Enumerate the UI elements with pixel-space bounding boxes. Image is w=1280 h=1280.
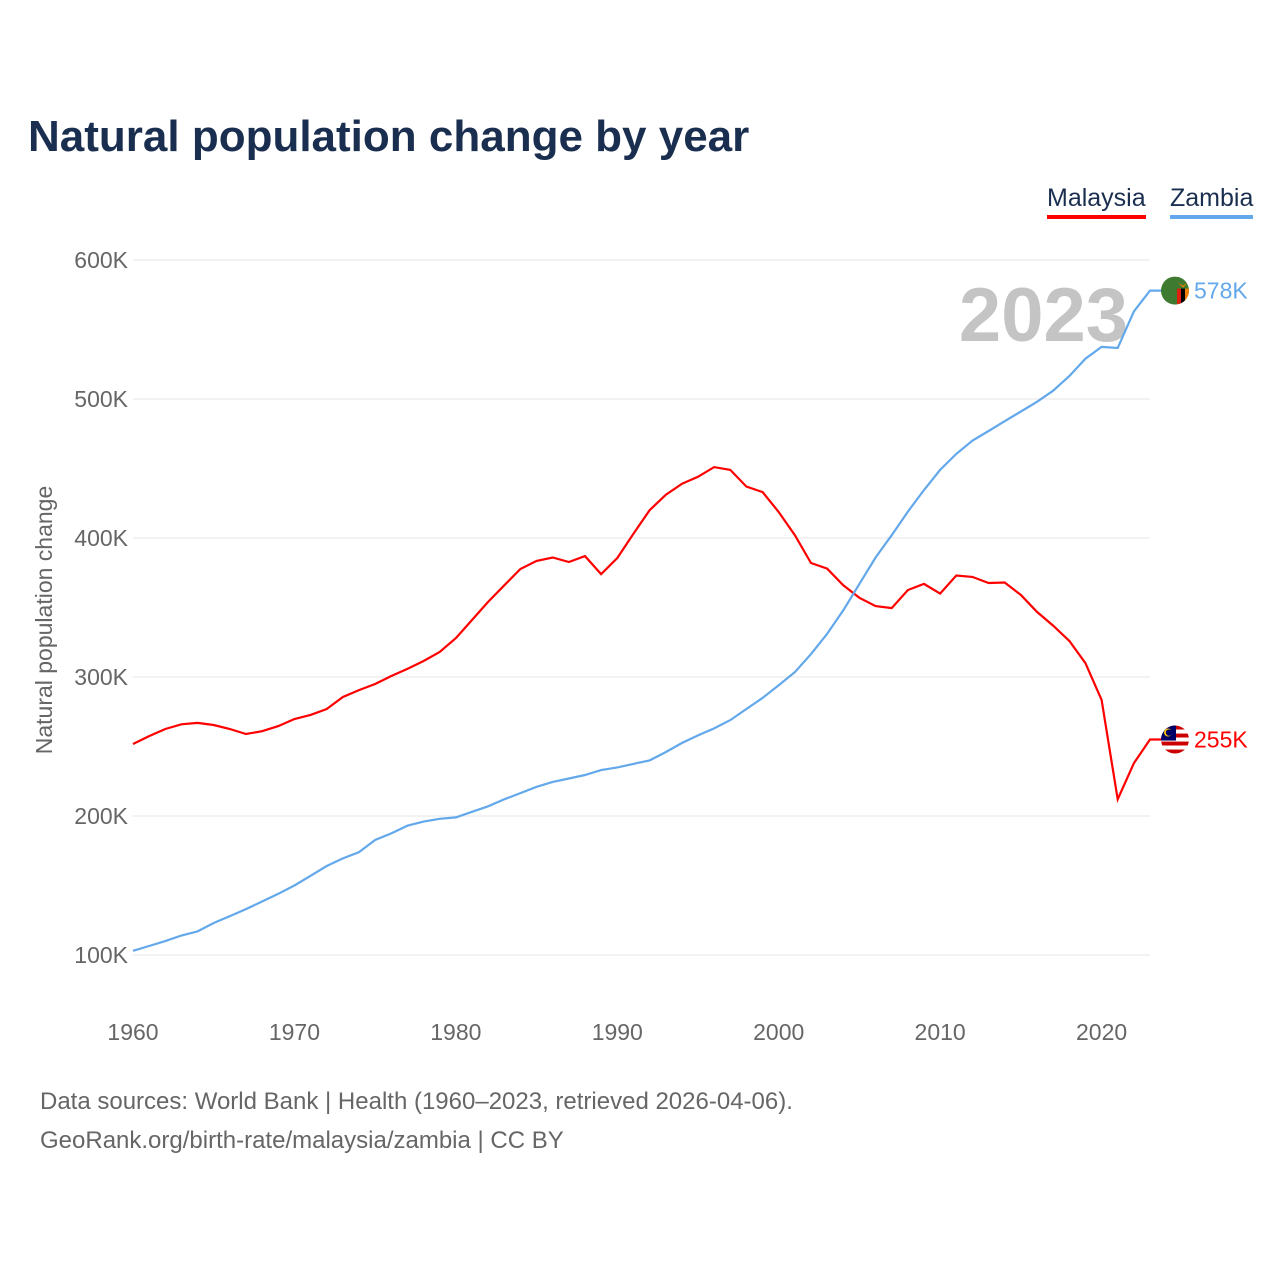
y-tick-label: 200K [74, 803, 128, 829]
series-line-zambia [132, 289, 1162, 952]
legend-zambia[interactable]: Zambia [1170, 184, 1254, 219]
y-tick-label: 400K [74, 525, 128, 551]
legend-malaysia[interactable]: Malaysia [1047, 184, 1146, 219]
x-tick-label: 1990 [592, 1019, 643, 1045]
y-tick-label: 600K [74, 247, 128, 273]
series-line-malaysia [132, 465, 1162, 804]
x-tick-label: 2010 [915, 1019, 966, 1045]
y-tick-label: 300K [74, 664, 128, 690]
malaysia-flag-icon [1161, 725, 1189, 754]
end-label-malaysia: 255K [1194, 727, 1248, 753]
x-tick-label: 1970 [269, 1019, 320, 1045]
y-tick-label: 500K [74, 386, 128, 412]
y-tick-label: 100K [74, 942, 128, 968]
x-tick-label: 1980 [430, 1019, 481, 1045]
source-link[interactable]: GeoRank.org/birth-rate/malaysia/zambia |… [40, 1127, 564, 1154]
x-tick-label: 2000 [753, 1019, 804, 1045]
x-tick-label: 2020 [1076, 1019, 1127, 1045]
source-text: Data sources: World Bank | Health (1960–… [40, 1088, 793, 1115]
year-watermark: 2023 [959, 273, 1128, 358]
x-tick-label: 1960 [107, 1019, 158, 1045]
zambia-flag-icon [1161, 276, 1189, 305]
end-label-zambia: 578K [1194, 278, 1248, 304]
y-axis-label: Natural population change [31, 486, 57, 755]
chart-title: Natural population change by year [28, 112, 750, 161]
